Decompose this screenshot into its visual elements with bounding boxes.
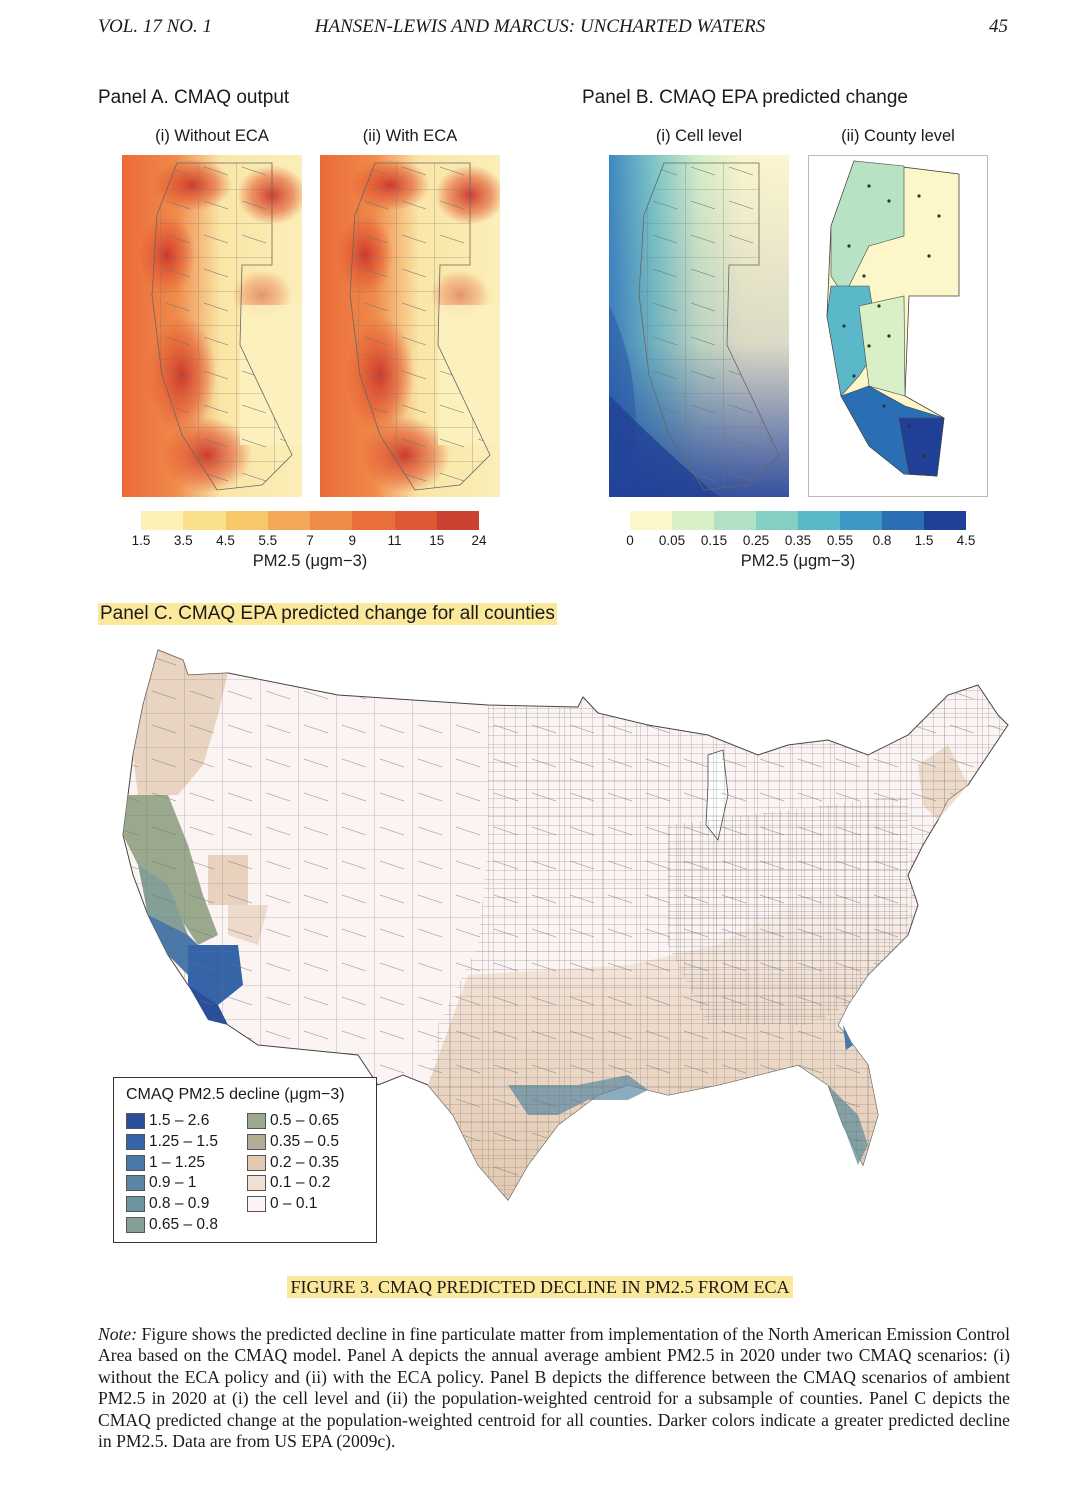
panel-b-colorbar-tick: 0.8 [872,533,892,548]
legend-label: 0.9 – 1 [149,1174,197,1192]
panel-a-colorbar-bin-5 [352,511,395,530]
running-header: VOL. 17 NO. 1 HANSEN-LEWIS AND MARCUS: U… [0,16,1080,42]
panel-a-colorbar-tick: 1.5 [131,533,151,548]
legend-item: 0.8 – 0.9 [126,1195,209,1213]
panel-b-unit: PM2.5 (μgm−3) [740,552,856,570]
panel-a-sub1: (i) Without ECA [155,127,269,145]
panel-a-colorbar-tick: 11 [387,533,402,548]
panel-a-colorbar-tick: 5.5 [258,533,278,548]
panel-a-colorbar-bin-7 [436,511,479,530]
panel-b-colorbar-tick: 0.25 [742,533,770,548]
journal-header-title: HANSEN-LEWIS AND MARCUS: UNCHARTED WATER… [314,16,766,37]
panel-b-colorbar-bin-6 [882,511,924,530]
legend-swatch [247,1113,266,1129]
legend-item: 0.1 – 0.2 [247,1174,330,1192]
legend-swatch [247,1175,266,1192]
panel-b-colorbar-tick: 4.5 [956,533,976,548]
legend-item: 0.2 – 0.35 [247,1154,339,1172]
panel-b-sub2: (ii) County level [841,127,955,145]
figure-caption: FIGURE 3. CMAQ PREDICTED DECLINE IN PM2.… [0,1276,1080,1298]
panel-b-colorbar-tick: 0.55 [826,533,854,548]
legend-item: 0.5 – 0.65 [247,1112,339,1130]
panel-a-colorbar-ticks: 1.5 3.5 4.5 5.5 7 9 11 15 24 [132,533,487,551]
panel-b-colorbar-bin-4 [798,511,840,530]
legend-item: 0.65 – 0.8 [126,1216,218,1234]
panel-a-unit: PM2.5 (μgm−3) [252,552,368,570]
map-with-eca [320,155,500,497]
us-counties-map [122,649,1009,1201]
panel-a-colorbar-tick: 9 [348,533,357,548]
legend-item: 1.25 – 1.5 [126,1133,218,1151]
panel-a-colorbar-tick: 24 [471,533,487,548]
legend-swatch [247,1196,266,1213]
panel-a-colorbar-bin-3 [267,511,310,530]
panel-b-colorbar-tick: 0 [626,533,634,548]
legend-swatch [126,1154,145,1171]
legend-swatch [247,1154,266,1171]
panel-b-colorbar-bin-3 [756,511,798,530]
legend-item: 0.35 – 0.5 [247,1133,339,1151]
panel-a-colorbar-tick: 3.5 [173,533,193,548]
legend-label: 0.2 – 0.35 [270,1153,339,1171]
panel-b-colorbar [630,511,966,530]
legend-label: 1.25 – 1.5 [149,1132,218,1150]
panel-b-sub1: (i) Cell level [655,127,743,145]
panel-a-colorbar-tick: 15 [429,533,445,548]
legend-swatch [126,1133,145,1150]
legend-label: 0.8 – 0.9 [149,1195,210,1213]
panel-b-colorbar-bin-5 [840,511,882,530]
legend-label: 0.5 – 0.65 [270,1112,339,1129]
panel-a-colorbar-bin-2 [225,511,268,530]
panel-b-colorbar-bin-1 [672,511,714,530]
panel-a-colorbar-tick: 4.5 [216,533,235,548]
panel-c-legend: CMAQ PM2.5 decline (μgm−3) 1.5 – 2.6 1.25… [113,1077,377,1243]
panel-b-colorbar-tick: 0.35 [784,533,812,548]
panel-a-colorbar-bin-4 [310,511,353,530]
panel-b-colorbar-bin-7 [924,511,966,530]
legend-item: 1.5 – 2.6 [126,1112,209,1130]
legend-label: 1.5 – 2.6 [149,1112,210,1129]
figure-caption-text: FIGURE 3. CMAQ PREDICTED DECLINE IN PM2.… [287,1276,793,1298]
legend-swatch [126,1113,145,1129]
page-number: 45 [989,16,1008,37]
panel-a-colorbar [141,511,479,530]
panel-a-sub2: (ii) With ECA [362,127,458,145]
legend-item: 0.9 – 1 [126,1174,196,1192]
legend-swatch [126,1217,145,1233]
legend-label: 1 – 1.25 [149,1153,206,1171]
map-county-level-frame [808,155,988,497]
panel-b-colorbar-ticks: 0 0.05 0.15 0.25 0.35 0.55 0.8 1.5 4.5 [626,533,975,551]
panel-b-colorbar-tick: 0.15 [700,533,728,548]
panel-a-colorbar-tick: 7 [306,533,314,548]
panel-b-colorbar-bin-0 [630,511,672,530]
figure-note: Note: Figure shows the predicted decline… [98,1324,1010,1452]
legend-item: 0 – 0.1 [247,1195,317,1213]
legend-title: CMAQ PM2.5 decline (μgm−3) [126,1086,345,1103]
legend-label: 0.1 – 0.2 [270,1174,331,1192]
legend-item: 1 – 1.25 [126,1154,205,1172]
map-cell-level [609,155,789,497]
panel-a-colorbar-bin-0 [141,511,184,530]
panel-a-title: Panel A. CMAQ output [98,87,290,108]
note-label: Note: [98,1324,138,1344]
panel-c-title: Panel C. CMAQ EPA predicted change for a… [98,603,557,625]
panel-b-colorbar-tick: 0.05 [658,533,686,548]
panel-b-colorbar-tick: 1.5 [914,533,934,548]
panel-a-colorbar-bin-1 [183,511,226,530]
map-county-level [826,160,960,477]
panel-b-title: Panel B. CMAQ EPA predicted change [582,87,908,108]
legend-swatch [247,1133,266,1150]
map-without-eca [122,155,302,497]
legend-label: 0 – 0.1 [270,1195,318,1213]
note-text: Figure shows the predicted decline in fi… [98,1324,1010,1452]
legend-swatch [126,1175,145,1192]
legend-swatch [126,1196,145,1213]
volume-label: VOL. 17 NO. 1 [98,16,212,37]
legend-label: 0.35 – 0.5 [270,1132,339,1150]
legend-label: 0.65 – 0.8 [149,1216,218,1233]
panel-b-colorbar-bin-2 [714,511,756,530]
panel-a-colorbar-bin-6 [394,511,437,530]
